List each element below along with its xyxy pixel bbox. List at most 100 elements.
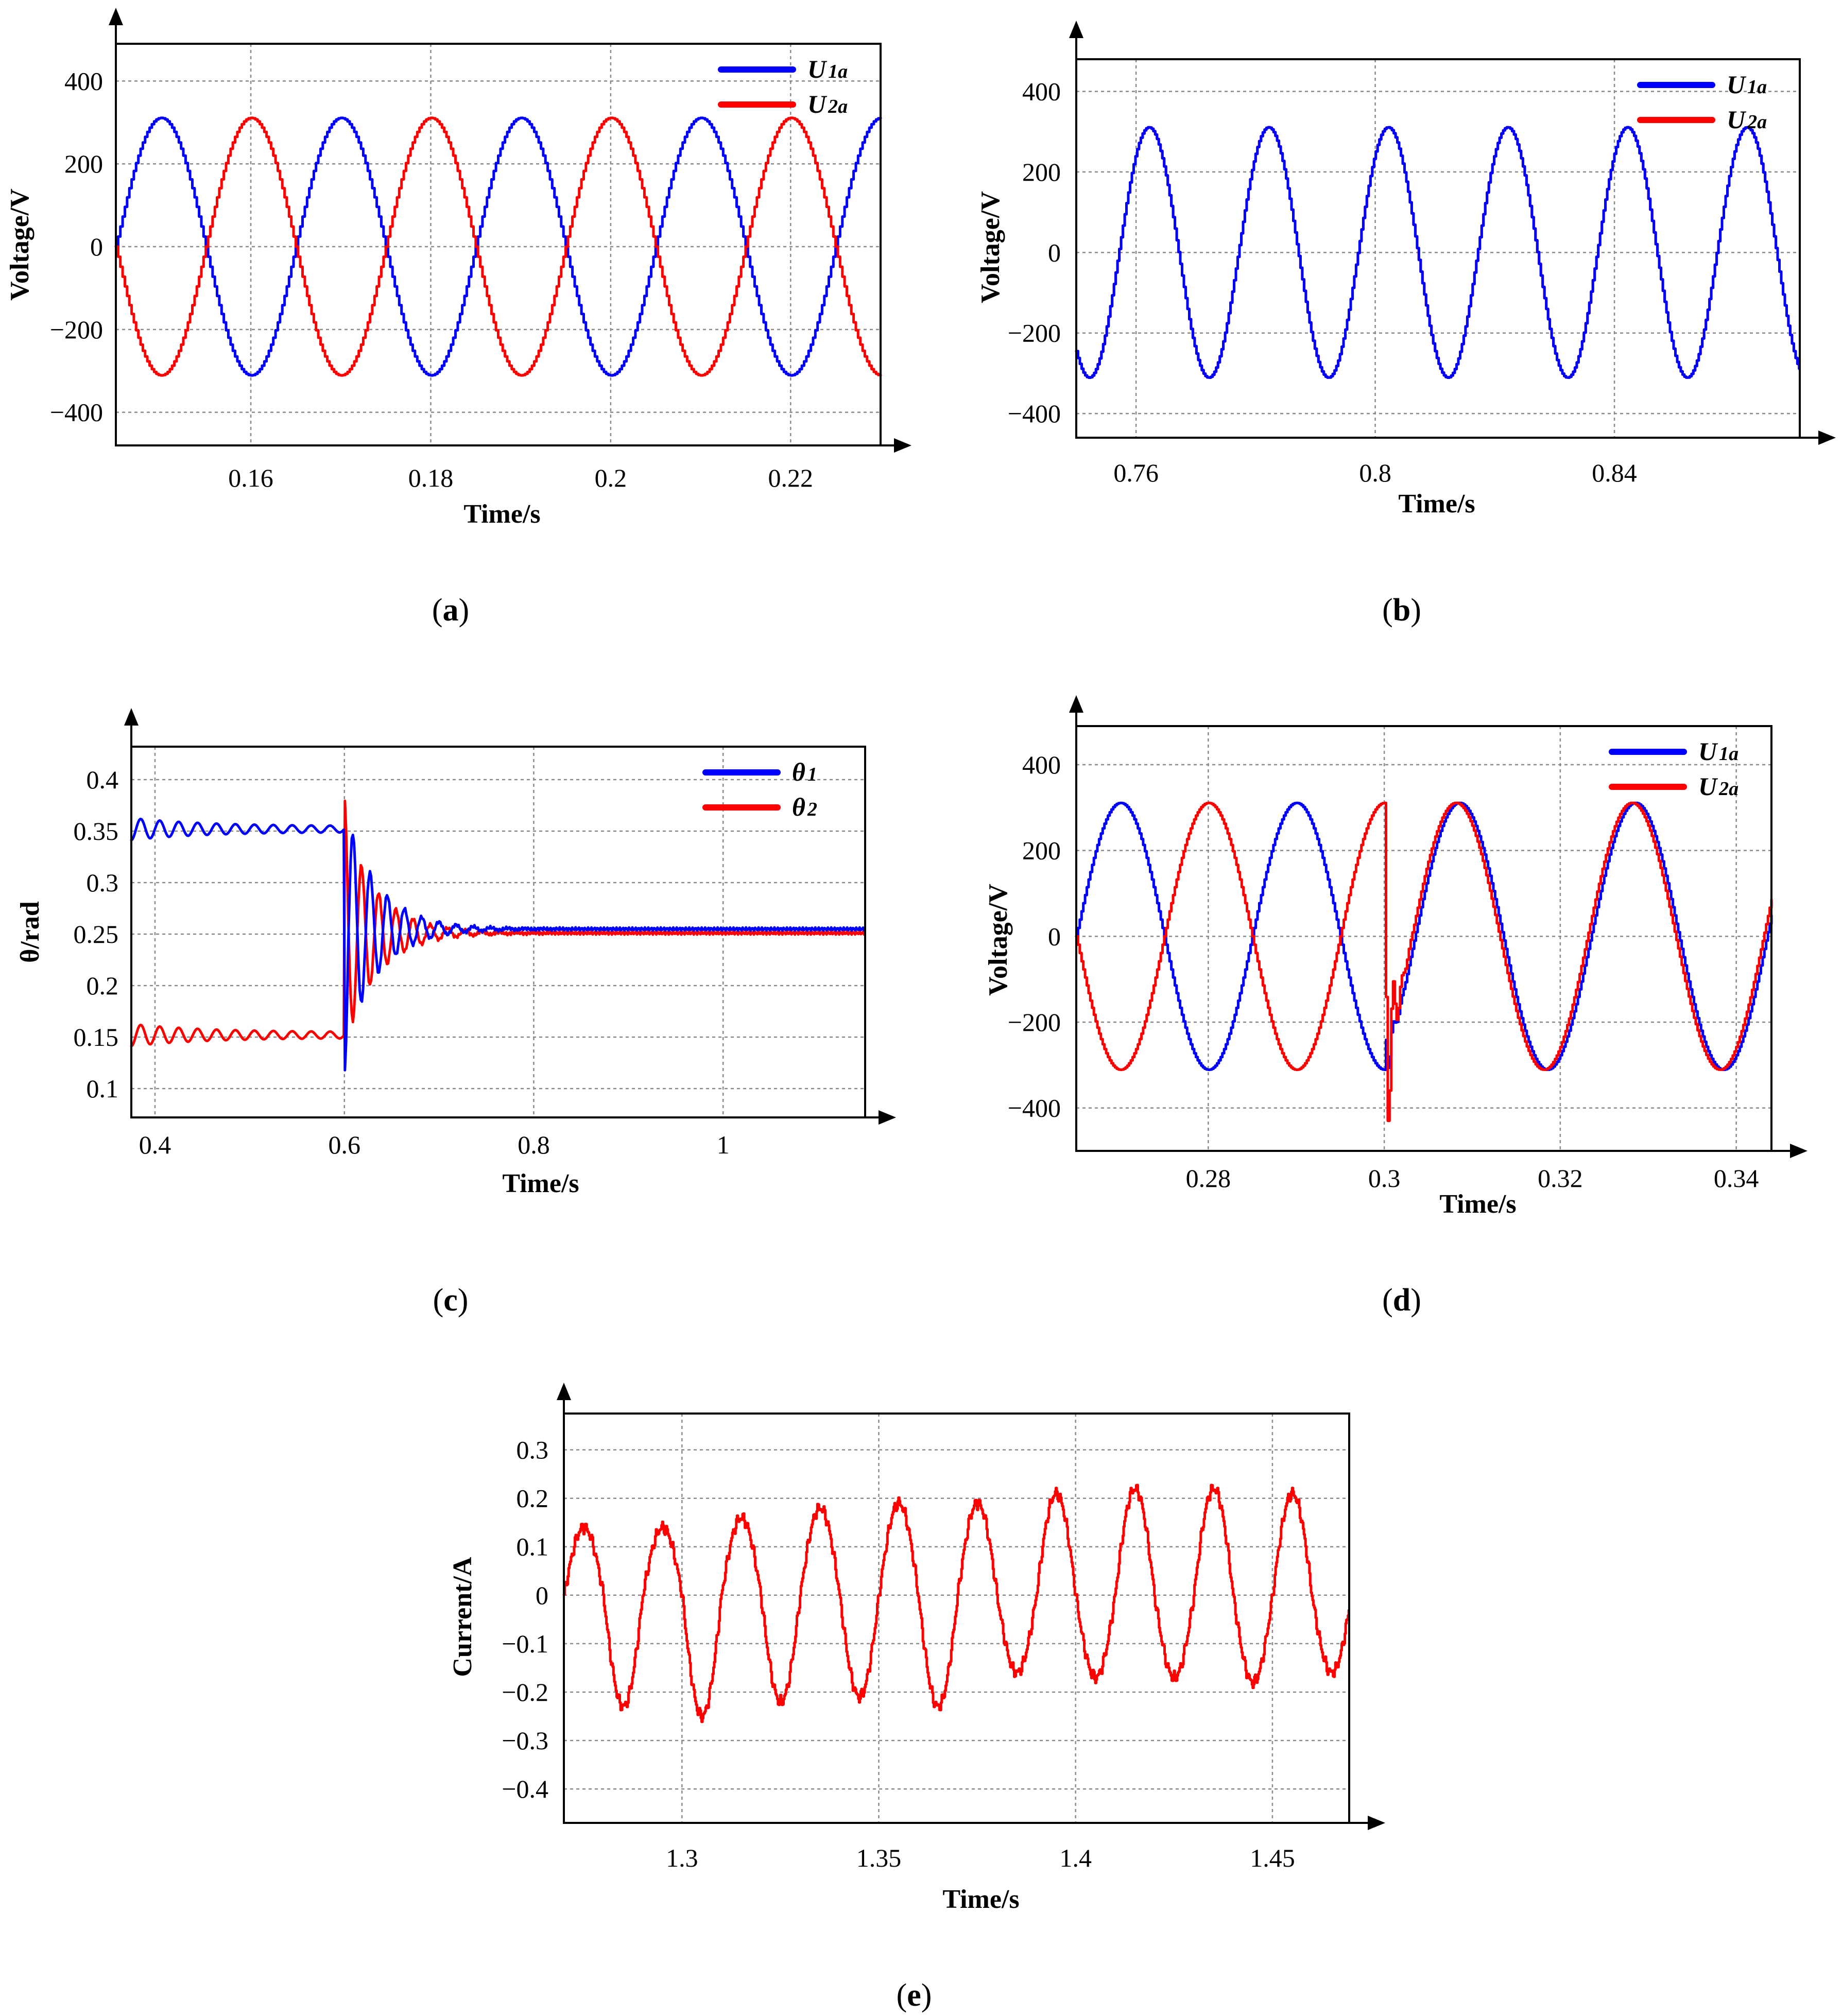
- panel-a-x-tick-label: 0.22: [768, 463, 814, 492]
- panel-d-series: [1075, 801, 1773, 1122]
- panel-c-legend-sub-0: 1: [807, 764, 817, 785]
- panel-e-series-Current: [562, 1484, 1350, 1724]
- panel-b-y-tick-label: −400: [1008, 399, 1061, 428]
- panel-a-legend-label-1: U 2a: [807, 90, 848, 118]
- panel-c-axes: [124, 708, 896, 1125]
- panel-e-y-tick-label: 0: [536, 1581, 548, 1610]
- panel-c-series-2: [130, 799, 866, 1048]
- panel-d-y-tick-label: 400: [1022, 750, 1061, 779]
- panel-e-y-tick-label: 0.3: [517, 1436, 549, 1464]
- panel-e-x-arrow: [1368, 1816, 1385, 1830]
- panel-a-x-tick-label: 0.2: [595, 463, 627, 492]
- panel-a-legend-main-0: U: [807, 55, 828, 83]
- panel-e-tick-labels: 1.3 1.35 1.4 1.45 0.3 0.2 0.1 0 −0.1 −0.2 −0.3 −0.4: [502, 1436, 1295, 1872]
- panel-d-legend-sub-0: 1a: [1719, 743, 1738, 765]
- panel-a-series-U1a: [114, 116, 882, 377]
- panel-a-y-tick-label: 400: [64, 66, 103, 95]
- panel-a-series-U2a: [114, 116, 882, 377]
- panel-c-y-tick-label: 0.3: [87, 868, 119, 897]
- panel-c-x-tick-label: 1: [717, 1130, 730, 1159]
- panel-e-caption-letter: e: [907, 1978, 921, 2013]
- panel-b-y-axis-label: Voltage/V: [976, 191, 1005, 303]
- panel-a-y-tick-label: 200: [64, 149, 103, 178]
- panel-b-y-tick-label: 400: [1022, 77, 1061, 106]
- panel-a-x-tick-label: 0.18: [408, 463, 454, 492]
- panel-a-y-tick-label: −200: [50, 315, 103, 344]
- panel-d-tick-labels: 0.28 0.3 0.32 0.34 400 200 0 −200 −400: [1008, 750, 1759, 1193]
- panel-d-x-tick-label: 0.28: [1186, 1164, 1231, 1193]
- panel-e-caption: (e): [897, 1978, 932, 2013]
- panel-b-y-arrow: [1069, 21, 1083, 38]
- panel-b-legend-main-0: U: [1727, 70, 1747, 99]
- panel-d-y-tick-label: −200: [1008, 1008, 1061, 1037]
- panel-d-axes: [1069, 695, 1807, 1158]
- panel-e-x-tick-label: 1.3: [666, 1843, 698, 1872]
- panel-c-legend-sub-1: 2: [807, 799, 817, 820]
- panel-b-plot-frame: [1075, 58, 1801, 439]
- panel-b-grid: [1076, 59, 1800, 438]
- panel-b-caption-letter: b: [1393, 593, 1410, 628]
- panel-c-x-tick-label: 0.4: [139, 1130, 171, 1159]
- panel-d-y-tick-label: −400: [1008, 1094, 1061, 1123]
- panel-e-y-tick-label: 0.1: [517, 1532, 549, 1561]
- panel-d-grid: [1076, 726, 1771, 1151]
- panel-a-y-tick-label: −400: [50, 398, 103, 427]
- panel-c-y-axis-label: θ/rad: [15, 901, 45, 963]
- panel-c-series: [130, 799, 866, 1072]
- panel-a-x-arrow: [894, 438, 911, 453]
- panel-b-series: [1075, 126, 1801, 379]
- panel-d-legend-sub-1: 2a: [1718, 778, 1738, 800]
- panel-c-y-tick-label: 0.2: [87, 971, 119, 1000]
- panel-b-axes: [1069, 21, 1836, 445]
- panel-e-y-tick-label: −0.1: [502, 1629, 548, 1658]
- panel-b-tick-labels: 0.76 0.8 0.84 400 200 0 −200 −400: [1008, 77, 1637, 487]
- panel-d-legend-main-0: U: [1698, 737, 1718, 766]
- panel-e-y-tick-label: −0.2: [502, 1678, 548, 1707]
- panel-a-legend-sub-0: 1a: [828, 61, 848, 82]
- panel-d-x-tick-label: 0.3: [1368, 1164, 1401, 1193]
- panel-e-y-tick-label: −0.4: [502, 1774, 548, 1803]
- panel-d-series-U2a: [1075, 801, 1773, 1122]
- panel-c-angle-chart: 0.4 0.6 0.8 10.40.350.30.250.20.150.1 θ 1θ 2 …: [15, 708, 896, 1318]
- panel-a-series: [114, 116, 882, 377]
- panel-b-x-tick-label: 0.8: [1359, 458, 1391, 487]
- panel-b-x-tick-label: 0.76: [1113, 458, 1159, 487]
- panel-e-x-axis-label: Time/s: [942, 1885, 1019, 1914]
- panel-a-legend: U 1a U 2a: [718, 55, 848, 118]
- panel-c-x-arrow: [879, 1110, 896, 1125]
- panel-a-x-tick-label: 0.16: [228, 463, 273, 492]
- panel-c-y-tick-label: 0.4: [87, 765, 119, 794]
- panel-b-y-tick-label: −200: [1008, 319, 1061, 348]
- panel-e-series: [562, 1484, 1350, 1724]
- panel-c-y-tick-label: 0.35: [74, 817, 119, 846]
- panel-d-x-axis-label: Time/s: [1439, 1190, 1516, 1219]
- panel-a-legend-main-1: U: [807, 90, 828, 118]
- panel-a-caption: (a): [432, 593, 469, 628]
- panel-d-y-tick-label: 0: [1048, 922, 1061, 951]
- panel-b-series-U1a: [1075, 126, 1801, 379]
- panel-a-y-axis-label: Voltage/V: [5, 188, 35, 301]
- panel-c-caption: (c): [433, 1283, 469, 1318]
- panel-e-y-tick-label: −0.3: [502, 1726, 548, 1755]
- panel-c-y-tick-label: 0.25: [74, 920, 119, 949]
- panel-d-legend-label-1: U 2a: [1698, 772, 1738, 801]
- panel-b-caption: (b): [1382, 593, 1421, 628]
- panel-b-x-tick-label: 0.84: [1592, 458, 1637, 487]
- panel-c-x-axis-label: Time/s: [502, 1169, 579, 1198]
- panel-d-y-axis-label: Voltage/V: [984, 884, 1013, 996]
- panel-d-legend-label-0: U 1a: [1698, 737, 1738, 766]
- panel-c-series-1: [130, 817, 866, 1072]
- panel-b-y-tick-label: 200: [1022, 158, 1061, 186]
- panel-d-caption: (d): [1382, 1283, 1421, 1318]
- panel-e-axes: [557, 1383, 1385, 1830]
- panel-d-y-arrow: [1069, 695, 1083, 713]
- panel-d-legend-main-1: U: [1698, 772, 1718, 801]
- panel-c-y-arrow: [124, 708, 139, 726]
- panel-a-grid: [116, 44, 881, 445]
- panel-b-legend: U 1aU 2a: [1637, 70, 1767, 134]
